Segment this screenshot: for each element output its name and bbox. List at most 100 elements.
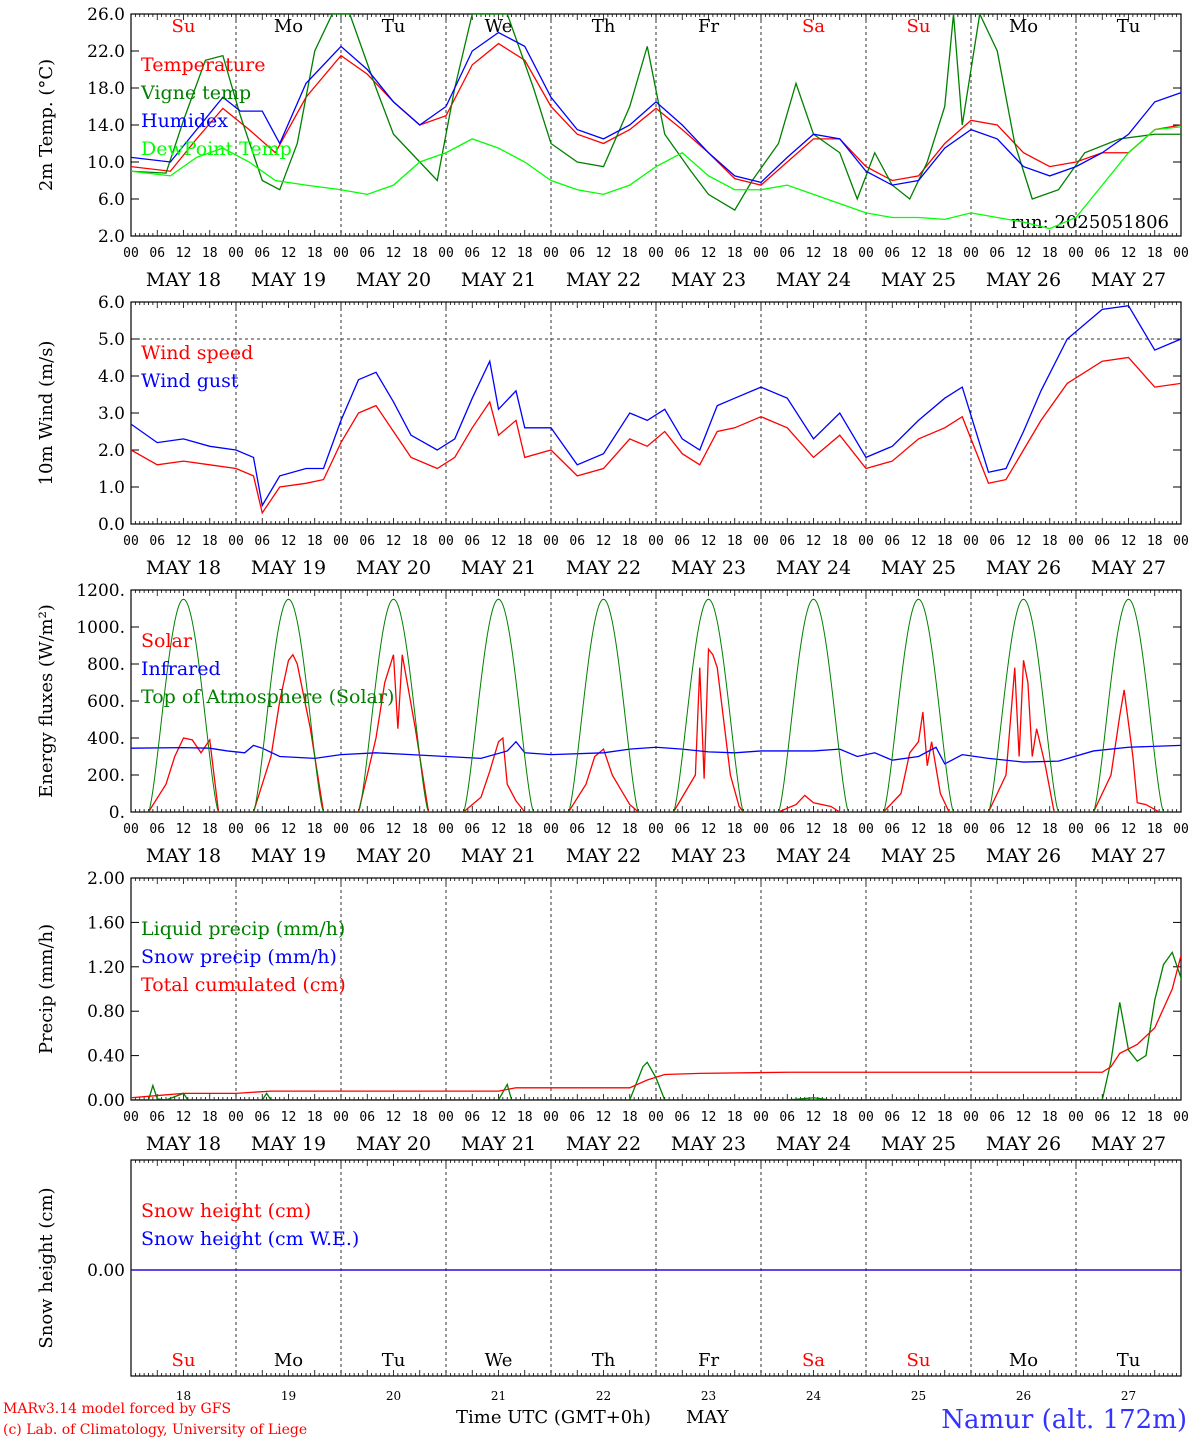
energy-date-label: MAY 23: [671, 845, 746, 867]
energy-series-solar-day: [147, 737, 220, 812]
bottom-weekday-label: Th: [592, 1350, 616, 1371]
wind-date-label: MAY 19: [251, 557, 326, 579]
precip-hour-tick-label: 12: [701, 1110, 717, 1125]
energy-hour-tick-label: 12: [806, 822, 822, 837]
wind-y-tick-label: 5.0: [98, 330, 125, 350]
temp-date-label: MAY 23: [671, 269, 746, 291]
bottom-weekday-label: Fr: [698, 1350, 719, 1371]
wind-y-tick-label: 6.0: [98, 293, 125, 313]
wind-hour-tick-label: 06: [149, 534, 165, 549]
energy-y-tick-label: 0.: [109, 803, 125, 823]
temp-series-dewpoint-temp: [131, 126, 1181, 230]
temp-y-axis-label: 2m Temp. (°C): [36, 59, 57, 191]
energy-y-tick-label: 400.: [87, 729, 125, 749]
temp-hour-tick-label: 06: [1094, 246, 1110, 261]
temp-date-label: MAY 20: [356, 269, 431, 291]
temp-y-tick-label: 14.0: [87, 116, 125, 136]
energy-series-top-of-atmosphere-solar--day: [463, 598, 534, 812]
energy-hour-tick-label: 18: [1042, 822, 1058, 837]
temp-y-tick-label: 10.0: [87, 153, 125, 173]
temp-y-tick-label: 22.0: [87, 42, 125, 62]
precip-hour-tick-label: 18: [202, 1110, 218, 1125]
precip-hour-tick-label: 06: [569, 1110, 585, 1125]
energy-hour-tick-label: 12: [911, 822, 927, 837]
precip-y-tick-label: 2.00: [87, 869, 125, 889]
wind-hour-tick-label: 06: [779, 534, 795, 549]
precip-date-label: MAY 18: [146, 1133, 221, 1155]
wind-y-tick-label: 4.0: [98, 367, 125, 387]
bottom-weekday-label: We: [485, 1350, 513, 1371]
wind-hour-tick-label: 06: [359, 534, 375, 549]
temp-hour-tick-label: 18: [622, 246, 638, 261]
energy-y-tick-label: 1000.: [76, 618, 125, 638]
temp-date-label: MAY 21: [461, 269, 536, 291]
temp-hour-tick-label: 18: [1147, 246, 1163, 261]
precip-hour-tick-label: 00: [1173, 1110, 1189, 1125]
precip-y-axis-label: Precip (mm/h): [36, 924, 57, 1054]
wind-hour-tick-label: 00: [438, 534, 454, 549]
wind-legend-entry: Wind gust: [141, 370, 239, 392]
energy-hour-tick-label: 00: [858, 822, 874, 837]
energy-date-label: MAY 18: [146, 845, 221, 867]
wind-hour-tick-label: 06: [989, 534, 1005, 549]
precip-hour-tick-label: 00: [963, 1110, 979, 1125]
wind-date-label: MAY 22: [566, 557, 641, 579]
energy-date-label: MAY 20: [356, 845, 431, 867]
energy-legend-entry: Infrared: [141, 658, 221, 680]
energy-hour-tick-label: 06: [464, 822, 480, 837]
bottom-day-number: 22: [596, 1389, 611, 1403]
precip-date-label: MAY 21: [461, 1133, 536, 1155]
precip-hour-tick-label: 18: [307, 1110, 323, 1125]
energy-series-top-of-atmosphere-solar--day: [673, 598, 744, 812]
temp-series-humidex: [131, 31, 1181, 186]
wind-hour-tick-label: 18: [1147, 534, 1163, 549]
energy-series-top-of-atmosphere-solar--day: [358, 598, 429, 812]
temp-hour-tick-label: 00: [333, 246, 349, 261]
energy-series-solar-day: [357, 654, 430, 812]
energy-series-solar-day: [463, 736, 526, 812]
energy-date-label: MAY 19: [251, 845, 326, 867]
energy-date-label: MAY 25: [881, 845, 956, 867]
temp-series-group: [131, 14, 1181, 230]
energy-hour-tick-label: 00: [1173, 822, 1189, 837]
precip-panel: 0.00 0.40 0.80 1.20 1.60 2.00 Precip (mm/h) 00 0…: [36, 869, 1189, 1155]
energy-series-solar-day: [672, 647, 745, 812]
snow-legend-entry: Snow height (cm): [141, 1200, 311, 1222]
precip-hour-tick-label: 12: [1121, 1110, 1137, 1125]
precip-hour-tick-label: 12: [1016, 1110, 1032, 1125]
energy-hour-tick-label: 12: [1121, 822, 1137, 837]
wind-hour-tick-label: 12: [1121, 534, 1137, 549]
wind-hour-tick-label: 00: [648, 534, 664, 549]
temp-legend-entry: Humidex: [141, 110, 228, 132]
temp-legend-entry: Vigne temp: [140, 82, 251, 104]
energy-hour-tick-label: 12: [701, 822, 717, 837]
precip-hour-tick-label: 00: [123, 1110, 139, 1125]
precip-hour-tick-label: 00: [438, 1110, 454, 1125]
energy-hour-tick-label: 06: [884, 822, 900, 837]
precip-hour-tick-label: 18: [727, 1110, 743, 1125]
snow-y-tick-label: 0.00: [87, 1261, 125, 1281]
precip-hour-tick-label: 06: [149, 1110, 165, 1125]
temp-hour-tick-label: 18: [832, 246, 848, 261]
precip-hour-tick-label: 12: [596, 1110, 612, 1125]
precip-series-total-cumulated-cm-: [131, 955, 1181, 1099]
energy-date-label: MAY 26: [986, 845, 1061, 867]
temp-date-label: MAY 24: [776, 269, 851, 291]
bottom-weekday-label: Tu: [1117, 1350, 1141, 1371]
temp-hour-tick-label: 18: [937, 246, 953, 261]
temp-legend-entry: DewPoint Temp: [141, 138, 292, 160]
temp-y-tick-label: 2.0: [98, 227, 125, 247]
temp-hour-tick-label: 00: [1068, 246, 1084, 261]
temp-hour-tick-label: 06: [359, 246, 375, 261]
bottom-day-number: 20: [386, 1389, 401, 1403]
temp-weekday-label: Su: [172, 16, 196, 37]
bottom-weekday-label: Su: [172, 1350, 196, 1371]
temp-hour-tick-label: 06: [884, 246, 900, 261]
temp-weekday-label: Mo: [274, 16, 303, 37]
temp-hour-tick-label: 12: [806, 246, 822, 261]
wind-date-label: MAY 25: [881, 557, 956, 579]
energy-date-label: MAY 22: [566, 845, 641, 867]
precip-date-label: MAY 23: [671, 1133, 746, 1155]
energy-y-axis-label: Energy fluxes (W/m²): [36, 604, 57, 798]
energy-hour-tick-label: 00: [123, 822, 139, 837]
